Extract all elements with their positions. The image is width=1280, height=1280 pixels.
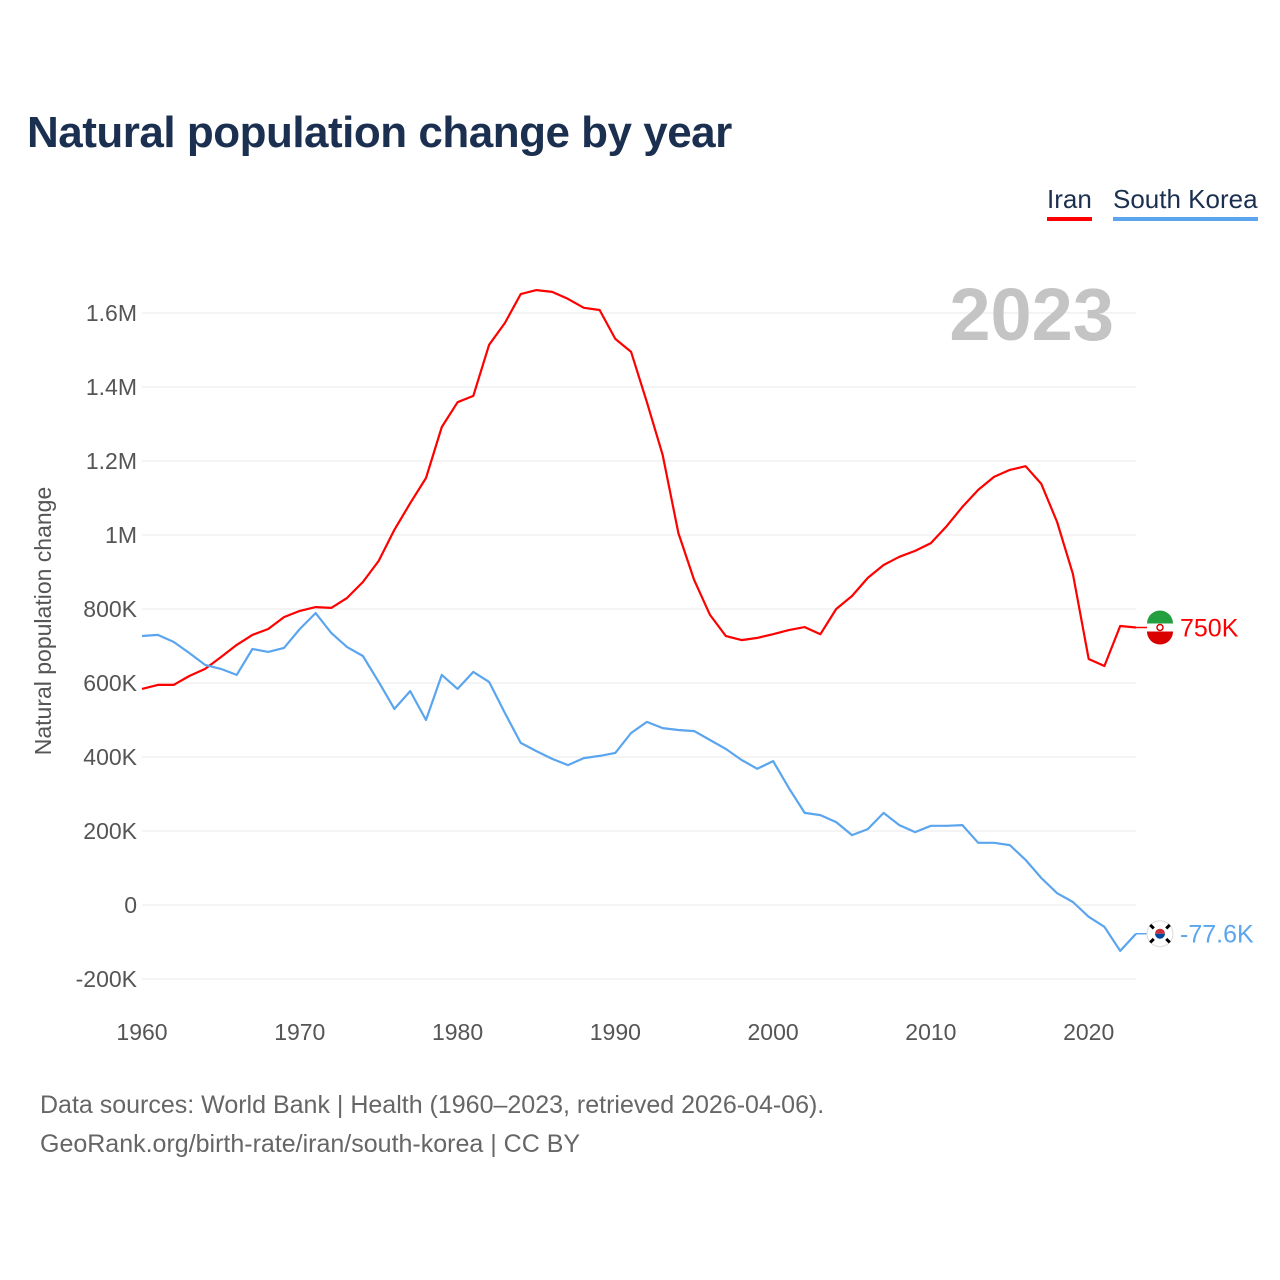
end-value-label: 750K [1180, 615, 1239, 643]
x-tick-label: 2010 [905, 1019, 956, 1045]
y-tick-label: -200K [76, 966, 138, 992]
data-source-text: Data sources: World Bank | Health (1960–… [40, 1091, 825, 1119]
x-tick-label: 2020 [1063, 1019, 1114, 1045]
y-tick-label: 1.6M [86, 300, 137, 326]
x-tick-label: 1960 [116, 1019, 167, 1045]
y-tick-label: 1M [105, 522, 137, 548]
series-line-iran [141, 289, 1137, 690]
x-tick-label: 1970 [274, 1019, 325, 1045]
y-tick-label: 0 [124, 892, 137, 918]
x-tick-label: 1990 [590, 1019, 641, 1045]
south-korea-flag-icon [1146, 920, 1174, 948]
y-tick-label: 200K [83, 818, 137, 844]
legend-item-south-korea[interactable]: South Korea [1113, 184, 1258, 221]
y-axis-label: Natural population change [30, 487, 56, 756]
chart-title: Natural population change by year [27, 108, 732, 157]
y-tick-label: 1.4M [86, 374, 137, 400]
legend-item-iran[interactable]: Iran [1047, 184, 1092, 221]
y-tick-label: 600K [83, 670, 137, 696]
y-tick-label: 1.2M [86, 448, 137, 474]
end-value-label: -77.6K [1180, 921, 1254, 949]
series-line-south-korea [141, 611, 1137, 953]
footer: Data sources: World Bank | Health (1960–… [40, 1086, 824, 1164]
x-tick-label: 1980 [432, 1019, 483, 1045]
y-tick-label: 800K [83, 596, 137, 622]
attribution-text: GeoRank.org/birth-rate/iran/south-korea … [40, 1130, 581, 1158]
x-tick-label: 2000 [748, 1019, 799, 1045]
y-tick-label: 400K [83, 744, 137, 770]
iran-flag-icon [1147, 610, 1173, 645]
year-label: 2023 [949, 273, 1114, 356]
